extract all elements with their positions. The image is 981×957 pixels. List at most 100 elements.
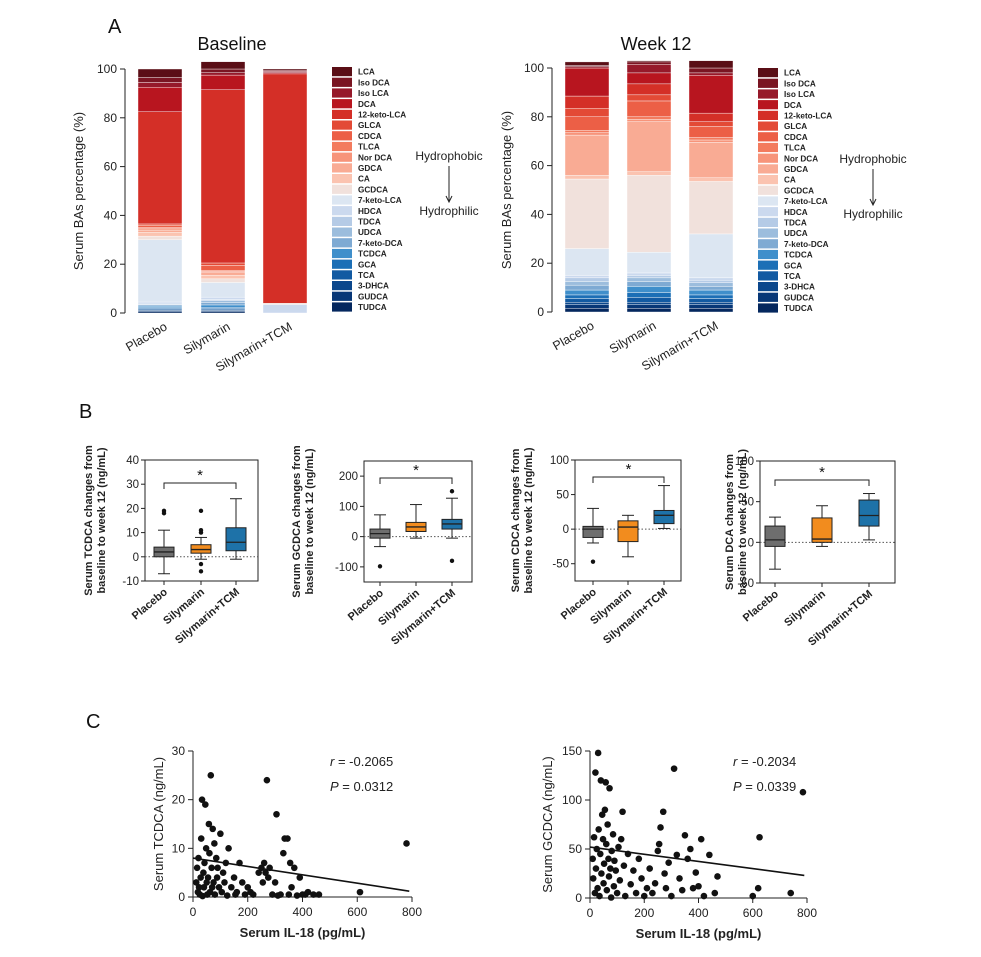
box-outlier <box>449 489 455 494</box>
scatter-point <box>697 835 705 843</box>
scatter-point <box>678 886 686 894</box>
legend-label: Nor DCA <box>358 153 392 162</box>
scatter-point <box>659 808 667 816</box>
plot-frame <box>759 460 896 584</box>
legend-label: DCA <box>358 100 376 109</box>
scatter-point <box>255 869 262 876</box>
legend-label: GCDCA <box>358 185 388 194</box>
legend-label: Iso DCA <box>358 78 390 87</box>
scatter-point <box>219 869 227 876</box>
legend-swatch <box>758 175 778 185</box>
y-tick-label: 80 <box>531 110 545 124</box>
legend-label: TLCA <box>784 144 806 153</box>
legend-label: 7-keto-LCA <box>358 196 402 205</box>
scatter-point <box>238 879 246 886</box>
box-iqr <box>617 520 639 543</box>
y-axis-label: Serum GCDCA changes from <box>291 445 303 598</box>
bar-segment-12-keto-lca <box>688 112 734 122</box>
bar-segment-iso-lca <box>688 72 734 76</box>
scatter-point <box>616 877 624 884</box>
x-tick-label: 0 <box>190 905 197 919</box>
box-iqr <box>653 509 675 525</box>
scatter-point <box>205 820 213 828</box>
scatter-point <box>202 801 209 808</box>
scatter-plot-gcdca: 0 50 100 150 0 200 400 600 800 Serum IL-18 (pg/mL… <box>540 744 817 941</box>
legend-label: 7-keto-DCA <box>784 240 829 249</box>
scatter-point <box>241 891 249 898</box>
y-axis-label: Serum DCA changes from <box>724 454 736 590</box>
legend-label: TCA <box>784 272 801 281</box>
bar-segment-7-keto-lca <box>200 282 246 298</box>
scatter-point <box>602 779 610 786</box>
bar-segment-3-dhca <box>688 302 734 305</box>
x-tick-label: 200 <box>238 905 258 919</box>
bar-segment-lca <box>564 61 610 66</box>
y-tick-label: -50 <box>552 559 569 571</box>
box-outlier <box>161 508 167 514</box>
significance-bracket <box>774 479 870 486</box>
legend-swatch <box>758 142 778 153</box>
scatter-point <box>649 889 656 897</box>
box-iqr <box>764 525 786 547</box>
y-axis-label: baseline to week 12 (ng/mL) <box>523 447 535 593</box>
legend-label: TDCA <box>358 218 381 227</box>
legend-label: GUDCA <box>358 292 388 301</box>
scatter-point <box>192 879 200 886</box>
bar-segment-cdca <box>688 126 734 138</box>
legend-swatch <box>332 152 352 162</box>
bar-segment-iso-dca <box>626 61 672 65</box>
bar-segment-tcdca <box>688 289 734 296</box>
x-tick-label: Placebo <box>123 319 169 354</box>
y-tick-label: 50 <box>569 842 583 856</box>
scatter-point <box>606 784 613 792</box>
bar-segment-gdca <box>626 121 672 172</box>
x-axis-label: Serum IL-18 (pg/mL) <box>240 925 366 940</box>
scatter-point <box>654 847 662 855</box>
scatter-point <box>264 874 272 881</box>
y-tick-label: 150 <box>562 744 582 758</box>
x-tick-label: Silymarin <box>782 588 828 629</box>
y-tick-label: -100 <box>335 562 358 574</box>
legend-swatch <box>758 303 778 313</box>
scatter-point <box>284 835 291 842</box>
bar-segment-lca <box>262 68 308 71</box>
legend-label: TCA <box>358 271 375 280</box>
legend-swatch <box>758 217 778 227</box>
x-tick-label: 400 <box>292 905 312 919</box>
bar-segment-nor-dca <box>564 132 610 136</box>
scatter-point <box>609 831 617 838</box>
box-plot-cdca: -50 0 50 100 Serum CDCA changes from baseline… <box>510 447 682 647</box>
scatter-point <box>209 825 217 833</box>
scatter-point <box>668 892 675 900</box>
y-tick-label: 100 <box>524 61 544 75</box>
legend-label: LCA <box>784 69 801 78</box>
scatter-point <box>627 880 634 888</box>
scatter-point <box>286 859 294 867</box>
y-tick-label: 40 <box>104 208 118 222</box>
significance-marker: * <box>413 462 419 479</box>
bar-segment-7-keto-dca <box>200 302 246 306</box>
scatter-point <box>662 884 670 892</box>
bar-segment-gdca <box>137 229 183 233</box>
scatter-point <box>197 835 205 842</box>
bar-segment-gca <box>626 292 672 298</box>
legend-label: CA <box>784 176 796 185</box>
bar-segment-tudca <box>626 308 672 313</box>
bar-segment-nor-dca <box>688 139 734 143</box>
legend-swatch <box>332 302 352 312</box>
y-tick-label: 100 <box>550 455 569 467</box>
bar-segment-glca <box>688 121 734 127</box>
legend-note-hydrophobic: Hydrophobic <box>415 149 482 163</box>
bar-segment-gca <box>688 294 734 299</box>
scatter-point <box>596 892 603 900</box>
legend-note-arrowhead <box>445 195 453 204</box>
x-tick-label: Silymarin <box>607 318 659 356</box>
y-tick-label: 20 <box>104 257 118 271</box>
scatter-point <box>600 880 607 887</box>
legend-label: LCA <box>358 68 375 77</box>
panel-label-c: C <box>86 711 100 733</box>
y-tick-label: 0 <box>575 891 582 905</box>
y-tick-label: 80 <box>104 111 118 125</box>
bar-segment-7-keto-dca <box>688 286 734 291</box>
